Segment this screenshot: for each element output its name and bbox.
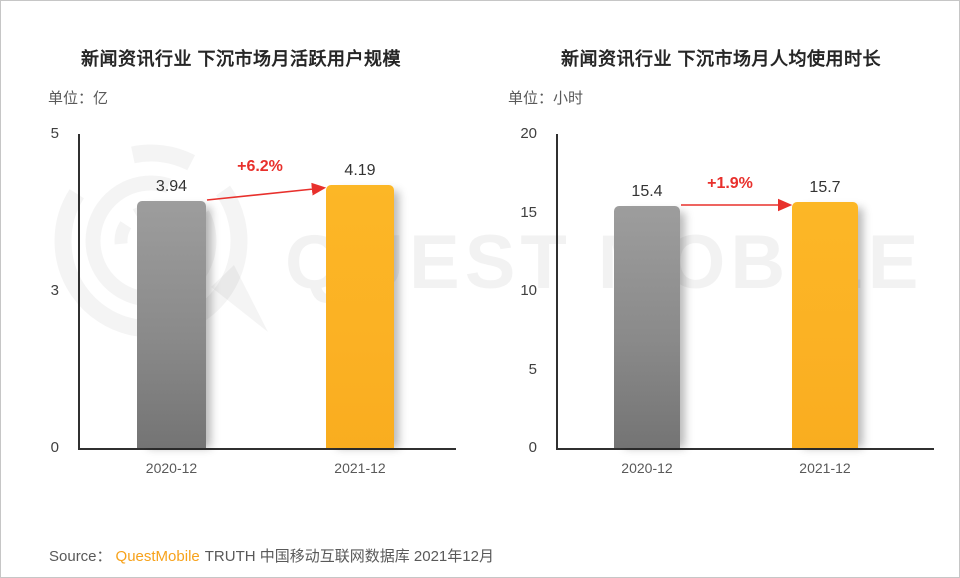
bar-value-label: 15.7 (809, 179, 841, 196)
x-axis-line (556, 448, 934, 450)
y-tick-label: 3 (50, 282, 59, 299)
y-tick-label: 5 (50, 125, 59, 142)
bar-value-label: 15.4 (631, 183, 663, 200)
source-suffix: TRUTH 中国移动互联网数据库 2021年12月 (204, 548, 494, 565)
x-category-label: 2021-12 (799, 460, 851, 476)
bar-current-period (326, 185, 394, 448)
x-axis-line (78, 448, 456, 450)
y-tick-label: 0 (528, 439, 537, 456)
bar-current-period (792, 202, 858, 448)
bar-value-label: 3.94 (155, 178, 188, 195)
x-category-label: 2020-12 (145, 460, 198, 476)
y-axis-line (556, 134, 558, 448)
growth-rate-label: +1.9% (707, 175, 753, 192)
y-tick-label: 5 (528, 360, 537, 378)
bar-previous-period (614, 206, 680, 448)
source-line: Source： QuestMobile TRUTH 中国移动互联网数据库 2021年… (49, 545, 494, 566)
x-category-label: 2021-12 (334, 460, 386, 476)
y-axis-line (78, 134, 80, 448)
bar-previous-period (137, 201, 206, 448)
y-tick-label: 10 (520, 282, 537, 299)
y-tick-label: 0 (50, 439, 59, 456)
y-tick-label: 20 (520, 125, 537, 142)
source-prefix: Source： (49, 548, 112, 565)
growth-rate-label: +6.2% (237, 158, 283, 175)
source-brand-questmobile: QuestMobile (115, 548, 200, 565)
unit-label-active-users: 单位：亿 (48, 90, 109, 107)
chart-title-active-users: 新闻资讯行业 下沉市场月活跃用户规模 (81, 49, 401, 69)
bar-value-label: 4.19 (344, 162, 376, 179)
chart-title-time-spent: 新闻资讯行业 下沉市场月人均使用时长 (561, 49, 881, 69)
unit-label-time-spent: 单位：小时 (508, 90, 584, 107)
y-tick-label: 15 (520, 203, 537, 221)
x-category-label: 2020-12 (621, 460, 673, 476)
